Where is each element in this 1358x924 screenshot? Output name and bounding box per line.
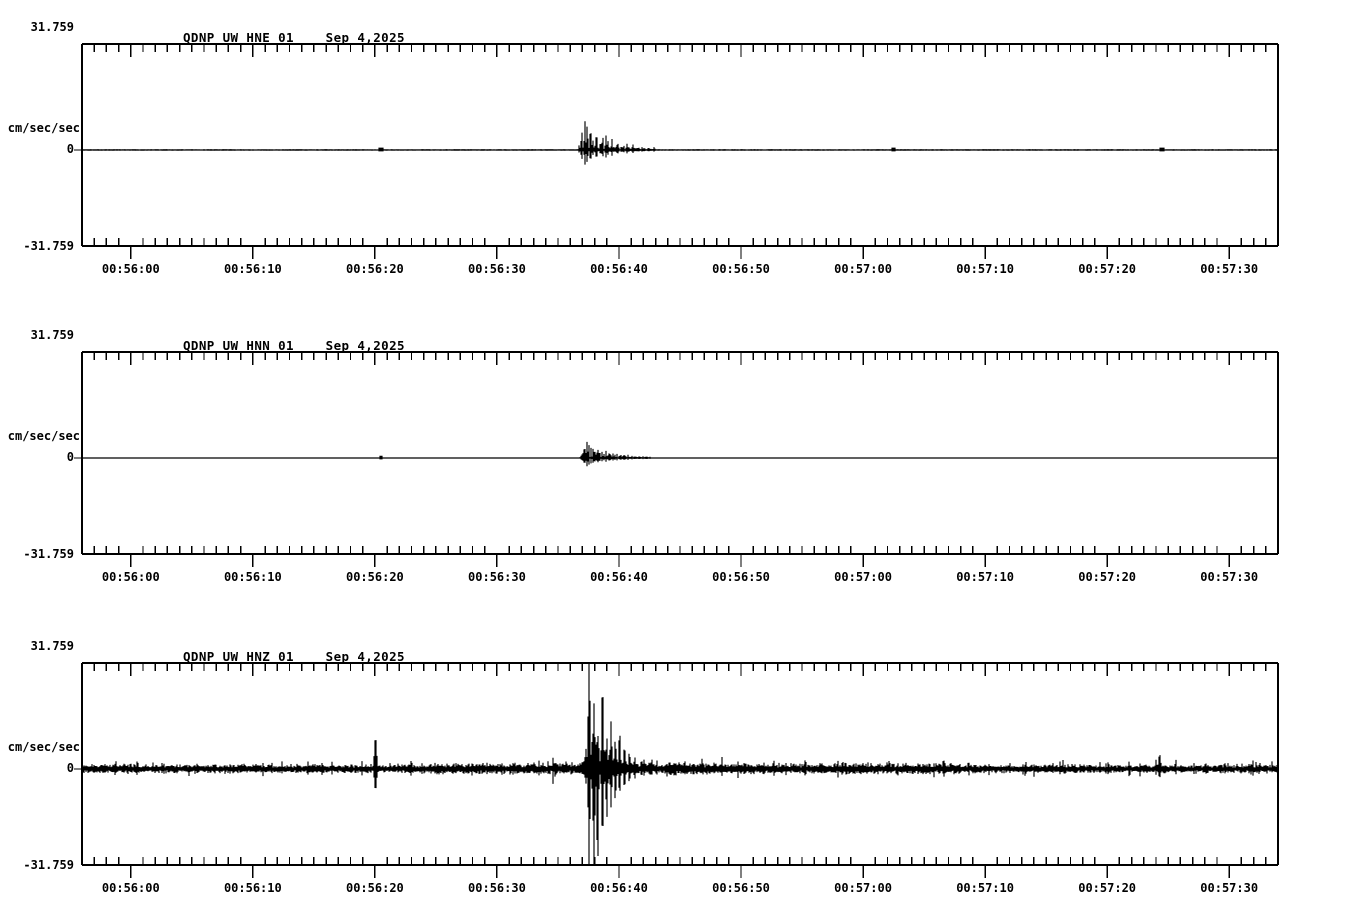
waveform-trace-hne [81,121,1279,165]
y-axis-zero-label-hne: 0 [66,142,74,156]
x-tick-label: 00:57:00 [834,881,892,895]
x-ticks-hnn [81,352,1279,567]
x-minor-ticks [81,663,1279,865]
x-tick-label: 00:56:50 [712,881,770,895]
x-ticks-hne [81,44,1279,259]
x-tick-label: 00:56:30 [468,570,526,584]
waveform-trace-hnn [81,441,1279,467]
panel-title-hne: QDNP_UW_HNE_01 Sep 4,2025 [183,30,405,45]
x-tick-label: 00:57:10 [956,262,1014,276]
waveform-trace-hnz [81,663,1279,865]
x-tick-label: 00:56:40 [590,881,648,895]
plot-frame-hnn [74,351,1279,567]
y-axis-max-label-hnz: 31.759 [30,639,74,653]
x-tick-label: 00:57:00 [834,570,892,584]
y-axis-units-label-hne: cm/sec/sec [7,121,80,135]
y-axis-units-label-hnz: cm/sec/sec [7,740,80,754]
seismogram-panel-hne: QDNP_UW_HNE_01 Sep 4,2025 cm/sec/sec 31.… [0,0,1358,290]
x-tick-label: 00:57:20 [1078,262,1137,276]
x-tick-label: 00:56:10 [223,570,282,584]
x-tick-label: 00:57:30 [1200,262,1259,276]
x-tick-label: 00:56:00 [101,570,160,584]
x-tick-label: 00:56:10 [223,881,282,895]
x-tick-label: 00:57:30 [1200,570,1259,584]
y-axis-zero-label-hnn: 0 [66,450,74,464]
x-ticks-hnz [81,663,1279,878]
y-axis-zero-label-hnz: 0 [66,761,74,775]
y-axis-min-label-hnn: -31.759 [23,547,74,561]
x-minor-ticks [81,352,1279,554]
seismogram-panel-hnn: QDNP_UW_HNN_01 Sep 4,2025 cm/sec/sec 31.… [0,308,1358,598]
x-tick-label: 00:56:00 [101,262,160,276]
plot-frame-hnz [74,662,1279,878]
x-tick-label: 00:57:00 [834,262,892,276]
x-tick-label: 00:56:40 [590,262,648,276]
x-tick-label: 00:57:20 [1078,881,1137,895]
x-major-ticks [130,44,1230,259]
x-tick-label: 00:56:30 [468,881,526,895]
x-tick-label: 00:56:30 [468,262,526,276]
x-tick-label: 00:56:10 [223,262,282,276]
x-tick-label: 00:56:40 [590,570,648,584]
y-axis-units-label-hnn: cm/sec/sec [7,429,80,443]
x-major-ticks [130,663,1230,878]
x-tick-label: 00:56:20 [345,262,404,276]
y-axis-min-label-hne: -31.759 [23,239,74,253]
x-tick-label: 00:56:50 [712,570,770,584]
x-tick-label: 00:57:20 [1078,570,1137,584]
x-tick-label: 00:56:50 [712,262,770,276]
y-axis-max-label-hne: 31.759 [30,20,74,34]
x-tick-label: 00:56:00 [101,881,160,895]
panel-title-hnn: QDNP_UW_HNN_01 Sep 4,2025 [183,338,405,353]
y-axis-max-label-hnn: 31.759 [30,328,74,342]
panel-title-hnz: QDNP_UW_HNZ_01 Sep 4,2025 [183,649,405,664]
x-tick-label: 00:57:30 [1200,881,1259,895]
plot-frame-hne [74,43,1279,259]
x-minor-ticks [81,44,1279,246]
x-tick-label: 00:57:10 [956,881,1014,895]
x-tick-label: 00:56:20 [345,570,404,584]
y-axis-min-label-hnz: -31.759 [23,858,74,872]
x-tick-label: 00:56:20 [345,881,404,895]
x-tick-label: 00:57:10 [956,570,1014,584]
x-major-ticks [130,352,1230,567]
seismogram-panel-hnz: QDNP_UW_HNZ_01 Sep 4,2025 cm/sec/sec 31.… [0,619,1358,919]
